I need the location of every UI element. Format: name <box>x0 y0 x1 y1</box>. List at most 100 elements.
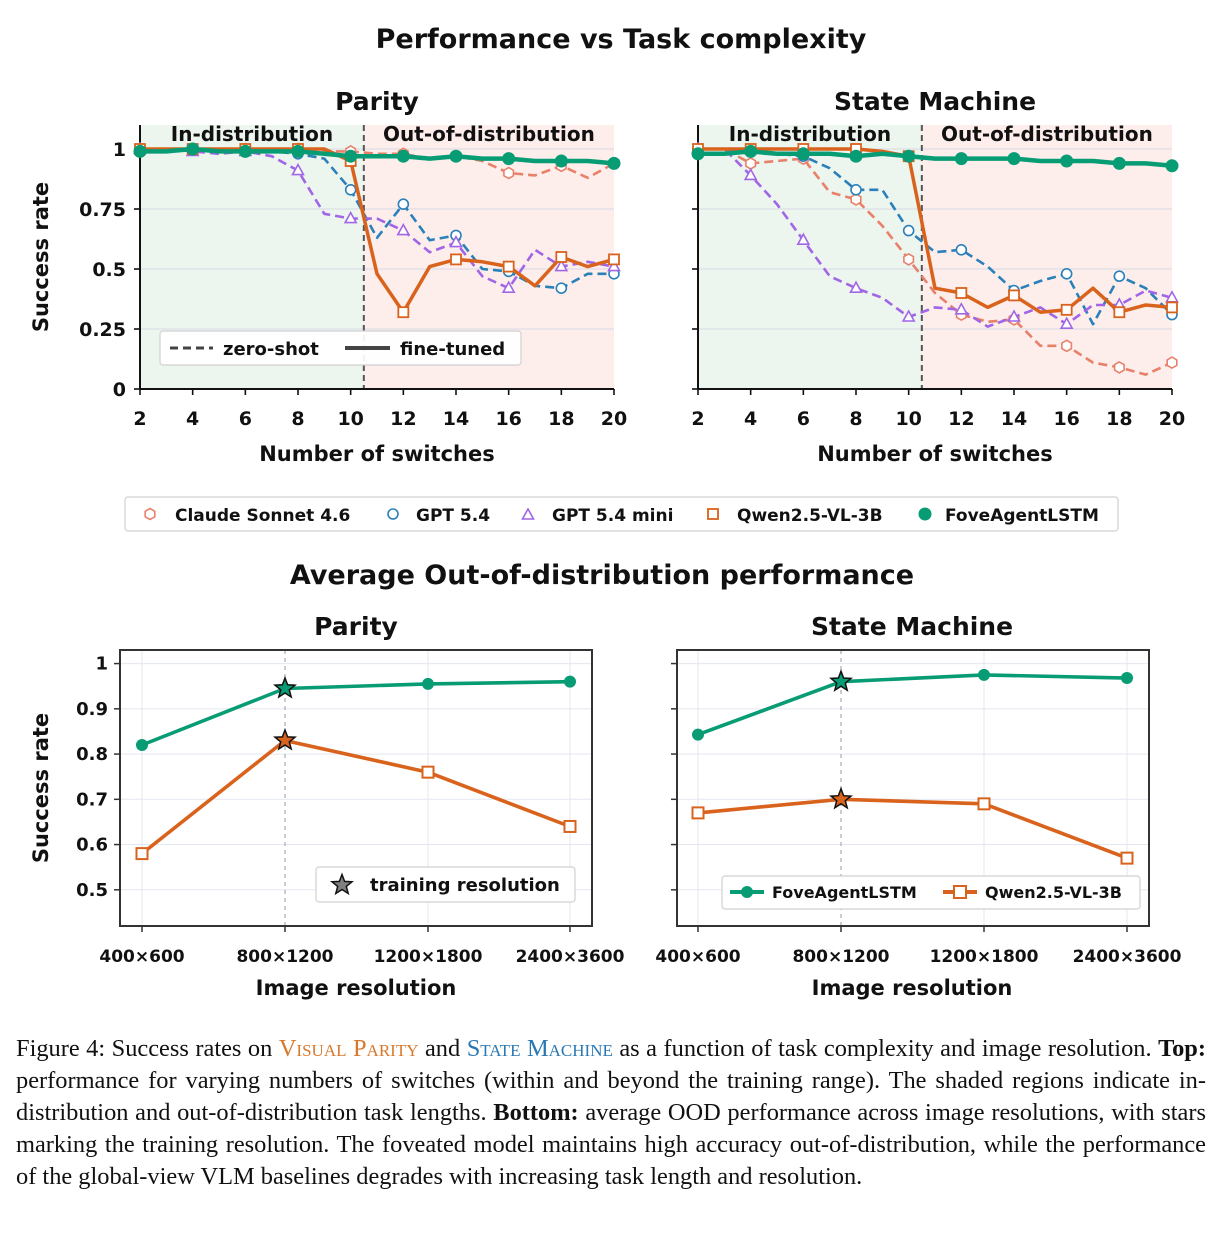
parity-resolution-ytick-label-5: 1 <box>95 654 108 675</box>
state-machine-resolution-xtick-label-2: 1200×1800 <box>930 947 1039 967</box>
state-machine-switches-xtick-label-0: 2 <box>691 408 704 430</box>
state-machine-resolution-xtick-label-0: 400×600 <box>655 947 740 967</box>
bottom-figure-title: Average Out-of-distribution performance <box>290 560 914 591</box>
parity-switches-fove-point-16 <box>502 152 516 166</box>
state-machine-switches-plot-area: In-distribution Out-of-distribution 2 4 6 8 10… <box>691 122 1185 430</box>
state-machine-resolution-fove-line <box>697 673 1128 737</box>
state-machine-resolution-qwen-training-star-icon <box>829 786 853 810</box>
parity-resolution-xtick-label-0: 400×600 <box>99 947 184 967</box>
training-resolution-legend: training resolution <box>315 866 576 903</box>
caption-task-state-machine: State Machine <box>466 1035 613 1062</box>
state-machine-switches-qwen-point-18 <box>1113 306 1126 319</box>
training-resolution-legend-box <box>315 866 576 903</box>
state-machine-switches-gptmini-point-12 <box>954 302 969 315</box>
state-machine-switches-fove-line <box>698 149 1173 169</box>
parity-switches-qwen-point-20 <box>608 253 620 266</box>
state-machine-switches-xtick-label-2: 6 <box>797 408 810 430</box>
parity-switches-xtick-label-8: 18 <box>548 408 574 430</box>
parity-resolution-xlabel: Image resolution <box>256 976 457 1000</box>
caption-and: and <box>418 1035 467 1062</box>
parity-resolution-frame <box>119 649 593 927</box>
parity-switches-gptmini-point-12 <box>396 222 411 236</box>
parity-switches-xtick-label-6: 14 <box>443 408 469 430</box>
legend-fove-marker-icon <box>918 507 932 521</box>
state-machine-switches-qwen-point-20 <box>1166 301 1178 314</box>
parity-switches-fove-point-12 <box>396 149 410 163</box>
parity-resolution-ytick-label-0: 0.5 <box>76 880 108 901</box>
state-machine-resolution-series-fove <box>692 668 1133 741</box>
parity-switches-fove-point-8 <box>291 144 305 158</box>
parity-switches-gptmini-point-8 <box>291 162 305 176</box>
state-machine-switches-fove-point-2 <box>691 147 705 161</box>
state-machine-resolution-fove-training-star-icon <box>829 669 853 692</box>
parity-switches-gpt-point-12 <box>397 198 410 210</box>
parity-resolution-qwen-point-3 <box>563 819 577 833</box>
state-machine-switches-gpt-point-8 <box>850 184 862 196</box>
state-machine-switches-xtick-label-8: 18 <box>1106 408 1132 430</box>
parity-resolution-fove-point-3 <box>564 675 576 688</box>
parity-switches-gptmini-point-18 <box>554 258 569 272</box>
state-machine-switches-qwen-line <box>698 147 1173 314</box>
state-machine-switches-title: State Machine <box>834 87 1036 116</box>
parity-resolution-ytick-label-4: 0.9 <box>76 699 108 720</box>
parity-switches-qwen-point-18 <box>555 251 568 263</box>
state-machine-switches-gptmini-point-14 <box>1007 309 1021 322</box>
parity-switches-fove-point-4 <box>186 142 200 156</box>
state-machine-resolution-series-qwen <box>691 786 1134 865</box>
state-machine-switches-fove-point-20 <box>1165 159 1179 173</box>
state-machine-resolution-xtick-label-1: 800×1200 <box>792 947 889 967</box>
state-machine-switches-claude-point-4 <box>745 156 757 170</box>
parity-switches-gptmini-point-10 <box>343 210 358 224</box>
parity-switches-fove-point-10 <box>344 149 358 163</box>
parity-resolution-ylabel: Success rate <box>29 713 53 863</box>
parity-switches-series-fove <box>133 142 621 170</box>
state-machine-switches-fove-point-18 <box>1112 156 1126 170</box>
state-machine-resolution-qwen-point-0 <box>691 806 705 820</box>
state-machine-switches-claude-point-18 <box>1113 360 1125 374</box>
model-legend-box <box>124 496 1119 532</box>
parity-resolution-ytick-label-1: 0.6 <box>76 835 108 856</box>
parity-switches-xtick-label-3: 8 <box>291 408 304 430</box>
legend-qwen-marker-icon <box>707 508 719 520</box>
state-machine-switches-series-fove <box>691 144 1179 173</box>
parity-resolution-plot-area: 400×600 800×1200 1200×1800 2400×3600 0.5 0.6 0… <box>76 649 625 967</box>
state-machine-switches-xtick-label-5: 12 <box>948 408 974 430</box>
parity-switches-xtick-label-2: 6 <box>239 408 252 430</box>
state-machine-switches-out-of-distribution-label: Out-of-distribution <box>941 122 1153 146</box>
state-machine-resolution-xlabel: Image resolution <box>812 976 1013 1000</box>
state-machine-switches-xlabel: Number of switches <box>817 442 1053 466</box>
parity-resolution-qwen-training-star-icon <box>273 727 297 751</box>
legend-fove-label: FoveAgentLSTM <box>945 506 1099 526</box>
state-machine-switches-claude-point-8 <box>850 192 862 206</box>
caption-top-label: Top: <box>1158 1035 1206 1062</box>
legend-gptmini-label: GPT 5.4 mini <box>552 506 673 526</box>
parity-resolution-qwen-point-0 <box>135 847 149 861</box>
parity-switches-fove-point-18 <box>554 154 568 168</box>
line-style-legend: zero-shot fine-tuned <box>159 330 522 366</box>
parity-switches-fove-point-6 <box>238 144 252 158</box>
legend-gpt-marker-icon <box>387 508 399 520</box>
state-machine-switches-gptmini-point-6 <box>796 232 811 245</box>
legend-claude-label: Claude Sonnet 4.6 <box>175 506 350 526</box>
legend-gptmini-marker-icon <box>521 507 535 520</box>
parity-resolution-xtick-label-2: 1200×1800 <box>374 947 483 967</box>
parity-switches-out-of-distribution-label: Out-of-distribution <box>383 122 595 146</box>
parity-switches-fove-point-2 <box>133 144 147 158</box>
state-machine-switches-gptmini-point-16 <box>1059 316 1074 330</box>
parity-switches-gptmini-point-14 <box>449 234 463 248</box>
legend-claude-marker-icon <box>144 507 156 521</box>
legend2-qwen-label: Qwen2.5-VL-3B <box>985 883 1122 902</box>
state-machine-switches-xtick-label-1: 4 <box>744 408 757 430</box>
zero-shot-label: zero-shot <box>223 339 319 360</box>
parity-resolution-ytick-label-2: 0.7 <box>76 789 108 810</box>
parity-switches-xtick-label-7: 16 <box>495 408 521 430</box>
parity-resolution-xtick-label-1: 800×1200 <box>236 947 333 967</box>
state-machine-switches-fove-point-12 <box>954 152 968 166</box>
state-machine-resolution-fove-point-2 <box>978 668 990 681</box>
state-machine-switches-fove-point-14 <box>1007 152 1021 166</box>
parity-switches-xtick-label-9: 20 <box>601 408 627 430</box>
legend-qwen-label: Qwen2.5-VL-3B <box>737 506 883 526</box>
state-machine-switches-out-of-distribution-region <box>921 125 1172 389</box>
parity-resolution-fove-point-0 <box>136 739 148 752</box>
